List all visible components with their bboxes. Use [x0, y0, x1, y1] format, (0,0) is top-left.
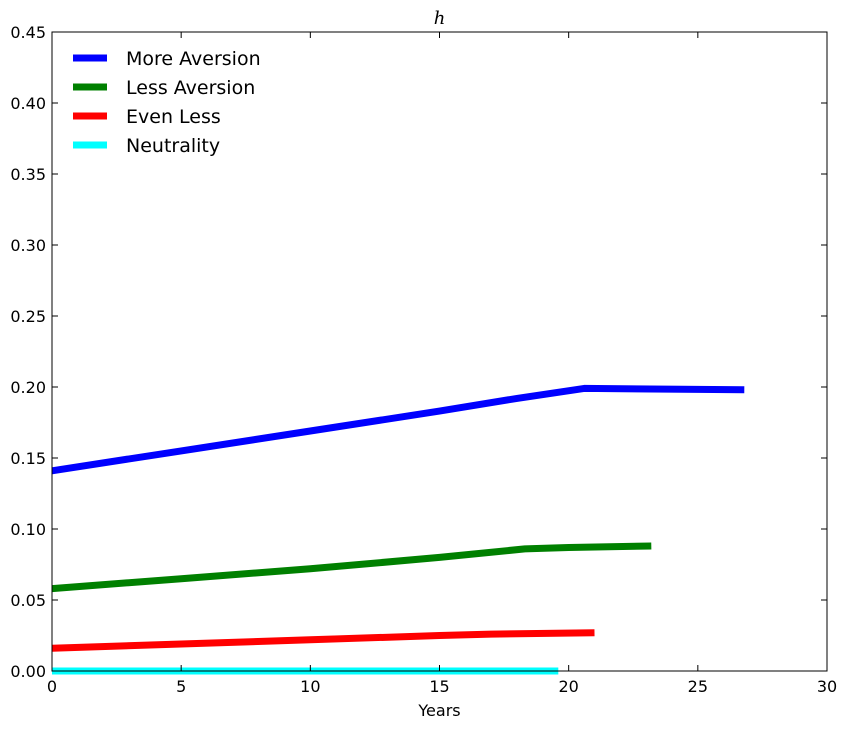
- y-tick-label: 0.40: [10, 94, 46, 113]
- x-tick-label: 15: [429, 677, 449, 696]
- x-tick-label: 5: [176, 677, 186, 696]
- axis-ticks: 0 5 10 15 20 25 30 0.00 0.05 0.10 0.15 0.20 0.25 0.30…: [10, 23, 837, 696]
- x-tick-label: 30: [817, 677, 837, 696]
- legend-label: Even Less: [126, 106, 221, 128]
- y-tick-label: 0.10: [10, 520, 46, 539]
- x-tick-label: 10: [300, 677, 320, 696]
- y-tick-label: 0.05: [10, 591, 46, 610]
- legend-label: More Aversion: [126, 48, 261, 70]
- y-tick-label: 0.15: [10, 449, 46, 468]
- y-tick-label: 0.25: [10, 307, 46, 326]
- x-tick-label: 20: [558, 677, 578, 696]
- chart-title: h: [434, 8, 446, 29]
- y-tick-label: 0.30: [10, 236, 46, 255]
- y-tick-label: 0.00: [10, 662, 46, 681]
- series-line-2: [51, 542, 652, 593]
- series-line-1: [51, 384, 745, 475]
- y-tick-label: 0.35: [10, 165, 46, 184]
- legend-label: Neutrality: [126, 135, 220, 157]
- series-layer: [51, 384, 745, 675]
- x-axis-title: Years: [417, 701, 460, 720]
- y-tick-label: 0.20: [10, 378, 46, 397]
- y-tick-label: 0.45: [10, 23, 46, 42]
- x-tick-label: 0: [47, 677, 57, 696]
- legend-label: Less Aversion: [126, 77, 255, 99]
- series-line-3: [51, 629, 595, 652]
- legend: More Aversion Less Aversion Even Less Neutr…: [73, 48, 261, 157]
- x-tick-label: 25: [688, 677, 708, 696]
